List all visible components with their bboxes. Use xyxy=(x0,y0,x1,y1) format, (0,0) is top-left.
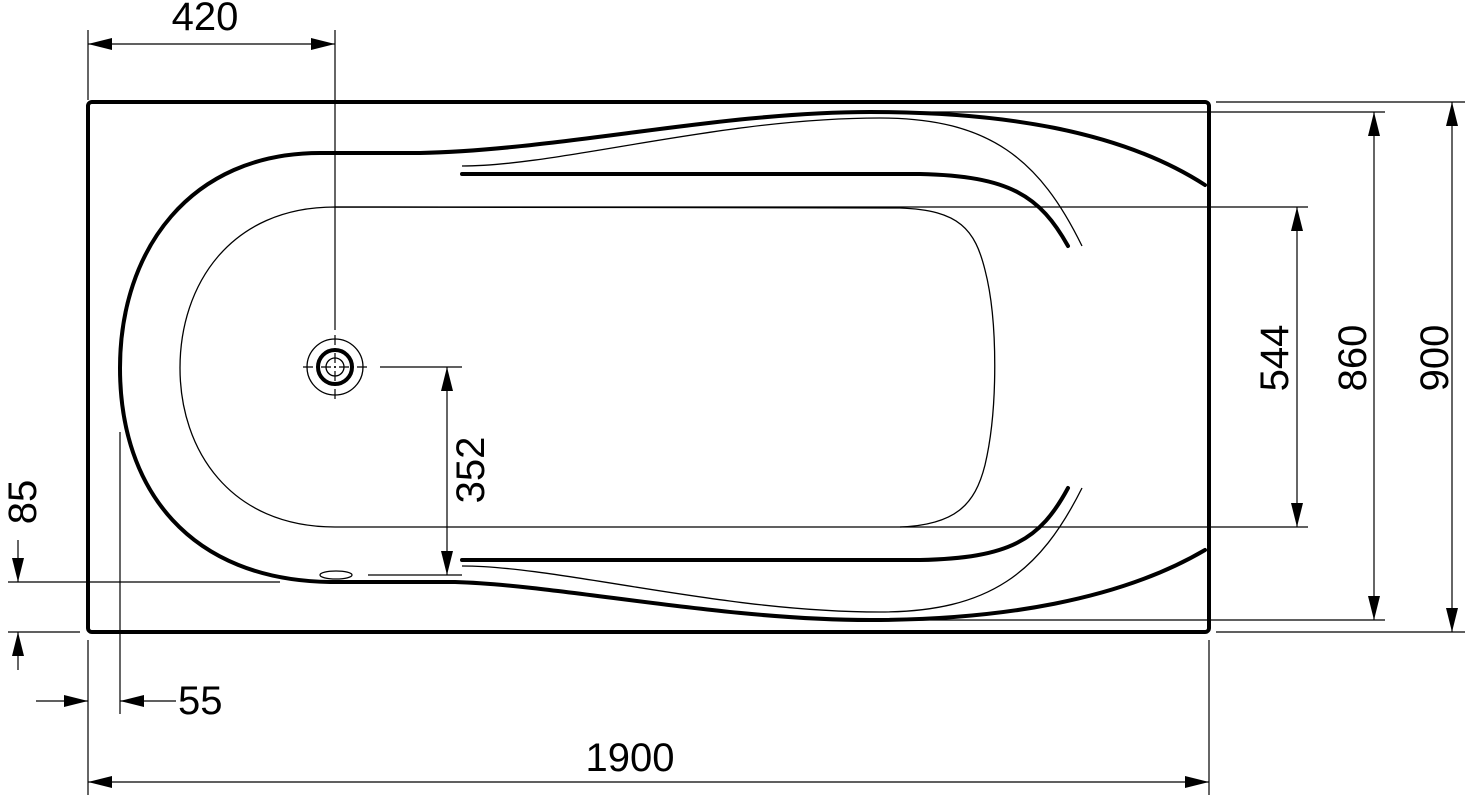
dim-drain-offset-label: 420 xyxy=(172,0,239,39)
dim-bottom-width-label: 544 xyxy=(1253,325,1297,392)
dim-inner-width-label: 860 xyxy=(1331,325,1375,392)
armrest-groove-bottom xyxy=(460,486,1070,562)
dim-bottom-width: 544 xyxy=(335,206,1308,528)
dim-overall-length: 1900 xyxy=(87,640,1210,795)
armrest-contour-bottom xyxy=(461,487,1083,613)
drain-icon xyxy=(303,335,367,399)
dim-rim-offset-label: 55 xyxy=(178,679,223,723)
dim-inner-width: 860 xyxy=(880,111,1385,621)
dim-overall-width: 900 xyxy=(1216,101,1465,633)
dim-drain-to-edge: 352 xyxy=(368,366,493,576)
overflow-icon xyxy=(319,570,353,580)
basin-outline-bottom xyxy=(118,366,1207,622)
basin-outline-top xyxy=(118,110,1207,370)
dim-overall-length-label: 1900 xyxy=(586,736,675,780)
dim-rim-offset: 55 xyxy=(36,432,223,723)
dim-overflow-offset-label: 85 xyxy=(1,480,45,525)
dim-overflow-offset: 85 xyxy=(1,480,280,670)
dim-drain-offset: 420 xyxy=(87,0,336,330)
armrest-contour-top xyxy=(461,117,1083,247)
armrest-groove-top xyxy=(460,172,1070,248)
dim-drain-to-edge-label: 352 xyxy=(449,437,493,504)
basin-floor xyxy=(179,206,996,528)
dim-overall-width-label: 900 xyxy=(1413,325,1457,392)
outer-rim xyxy=(86,100,1211,634)
